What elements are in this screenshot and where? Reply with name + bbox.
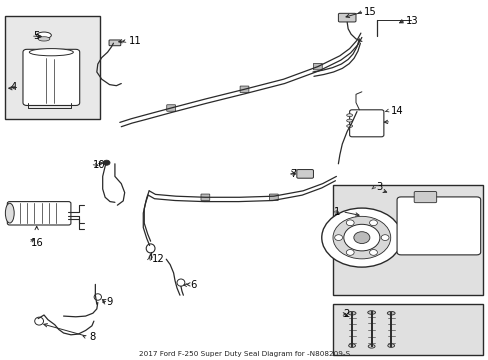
FancyBboxPatch shape [338, 13, 355, 22]
Text: 1: 1 [333, 207, 339, 217]
Ellipse shape [348, 344, 355, 347]
Ellipse shape [346, 119, 352, 122]
FancyBboxPatch shape [296, 170, 313, 178]
Ellipse shape [386, 311, 394, 315]
Ellipse shape [387, 344, 394, 347]
FancyBboxPatch shape [413, 192, 436, 203]
FancyBboxPatch shape [23, 49, 80, 105]
FancyBboxPatch shape [313, 63, 322, 70]
FancyBboxPatch shape [349, 110, 383, 137]
Circle shape [369, 220, 377, 226]
Bar [5, 16, 100, 119]
Text: 15: 15 [363, 7, 376, 17]
Ellipse shape [146, 244, 155, 253]
Text: 13: 13 [405, 15, 418, 26]
Circle shape [103, 160, 110, 165]
Text: 3: 3 [376, 182, 382, 192]
Ellipse shape [94, 294, 102, 300]
Text: 4: 4 [11, 82, 17, 92]
FancyBboxPatch shape [240, 86, 248, 93]
Ellipse shape [367, 311, 375, 314]
Ellipse shape [37, 32, 51, 39]
FancyBboxPatch shape [396, 197, 480, 255]
Bar [332, 304, 482, 355]
Text: 11: 11 [128, 36, 141, 46]
Circle shape [334, 235, 342, 240]
Circle shape [353, 232, 369, 243]
Ellipse shape [35, 317, 43, 325]
FancyBboxPatch shape [201, 194, 209, 201]
FancyBboxPatch shape [166, 105, 175, 111]
Text: 9: 9 [106, 297, 113, 307]
Circle shape [346, 220, 353, 226]
Ellipse shape [347, 311, 355, 315]
Circle shape [321, 208, 401, 267]
Text: 6: 6 [190, 280, 197, 290]
Ellipse shape [346, 125, 352, 127]
Text: 10: 10 [93, 159, 105, 170]
Text: 5: 5 [33, 31, 40, 41]
FancyBboxPatch shape [109, 40, 121, 46]
Circle shape [332, 216, 390, 259]
Circle shape [343, 224, 379, 251]
Text: 12: 12 [151, 254, 164, 264]
Text: 2017 Ford F-250 Super Duty Seal Diagram for -N808209-S: 2017 Ford F-250 Super Duty Seal Diagram … [139, 351, 349, 357]
Text: 2: 2 [343, 309, 349, 319]
FancyBboxPatch shape [269, 194, 278, 201]
Ellipse shape [5, 203, 14, 223]
Ellipse shape [346, 114, 352, 117]
Text: 16: 16 [31, 238, 43, 248]
Ellipse shape [29, 49, 73, 56]
Bar [332, 185, 482, 295]
Circle shape [369, 249, 377, 255]
Circle shape [346, 249, 353, 255]
Circle shape [381, 235, 388, 240]
Ellipse shape [38, 37, 50, 41]
Text: 14: 14 [390, 105, 403, 116]
Text: 7: 7 [290, 168, 296, 179]
FancyBboxPatch shape [7, 202, 71, 225]
Ellipse shape [177, 279, 184, 286]
Text: 8: 8 [89, 332, 95, 342]
Ellipse shape [367, 345, 374, 348]
